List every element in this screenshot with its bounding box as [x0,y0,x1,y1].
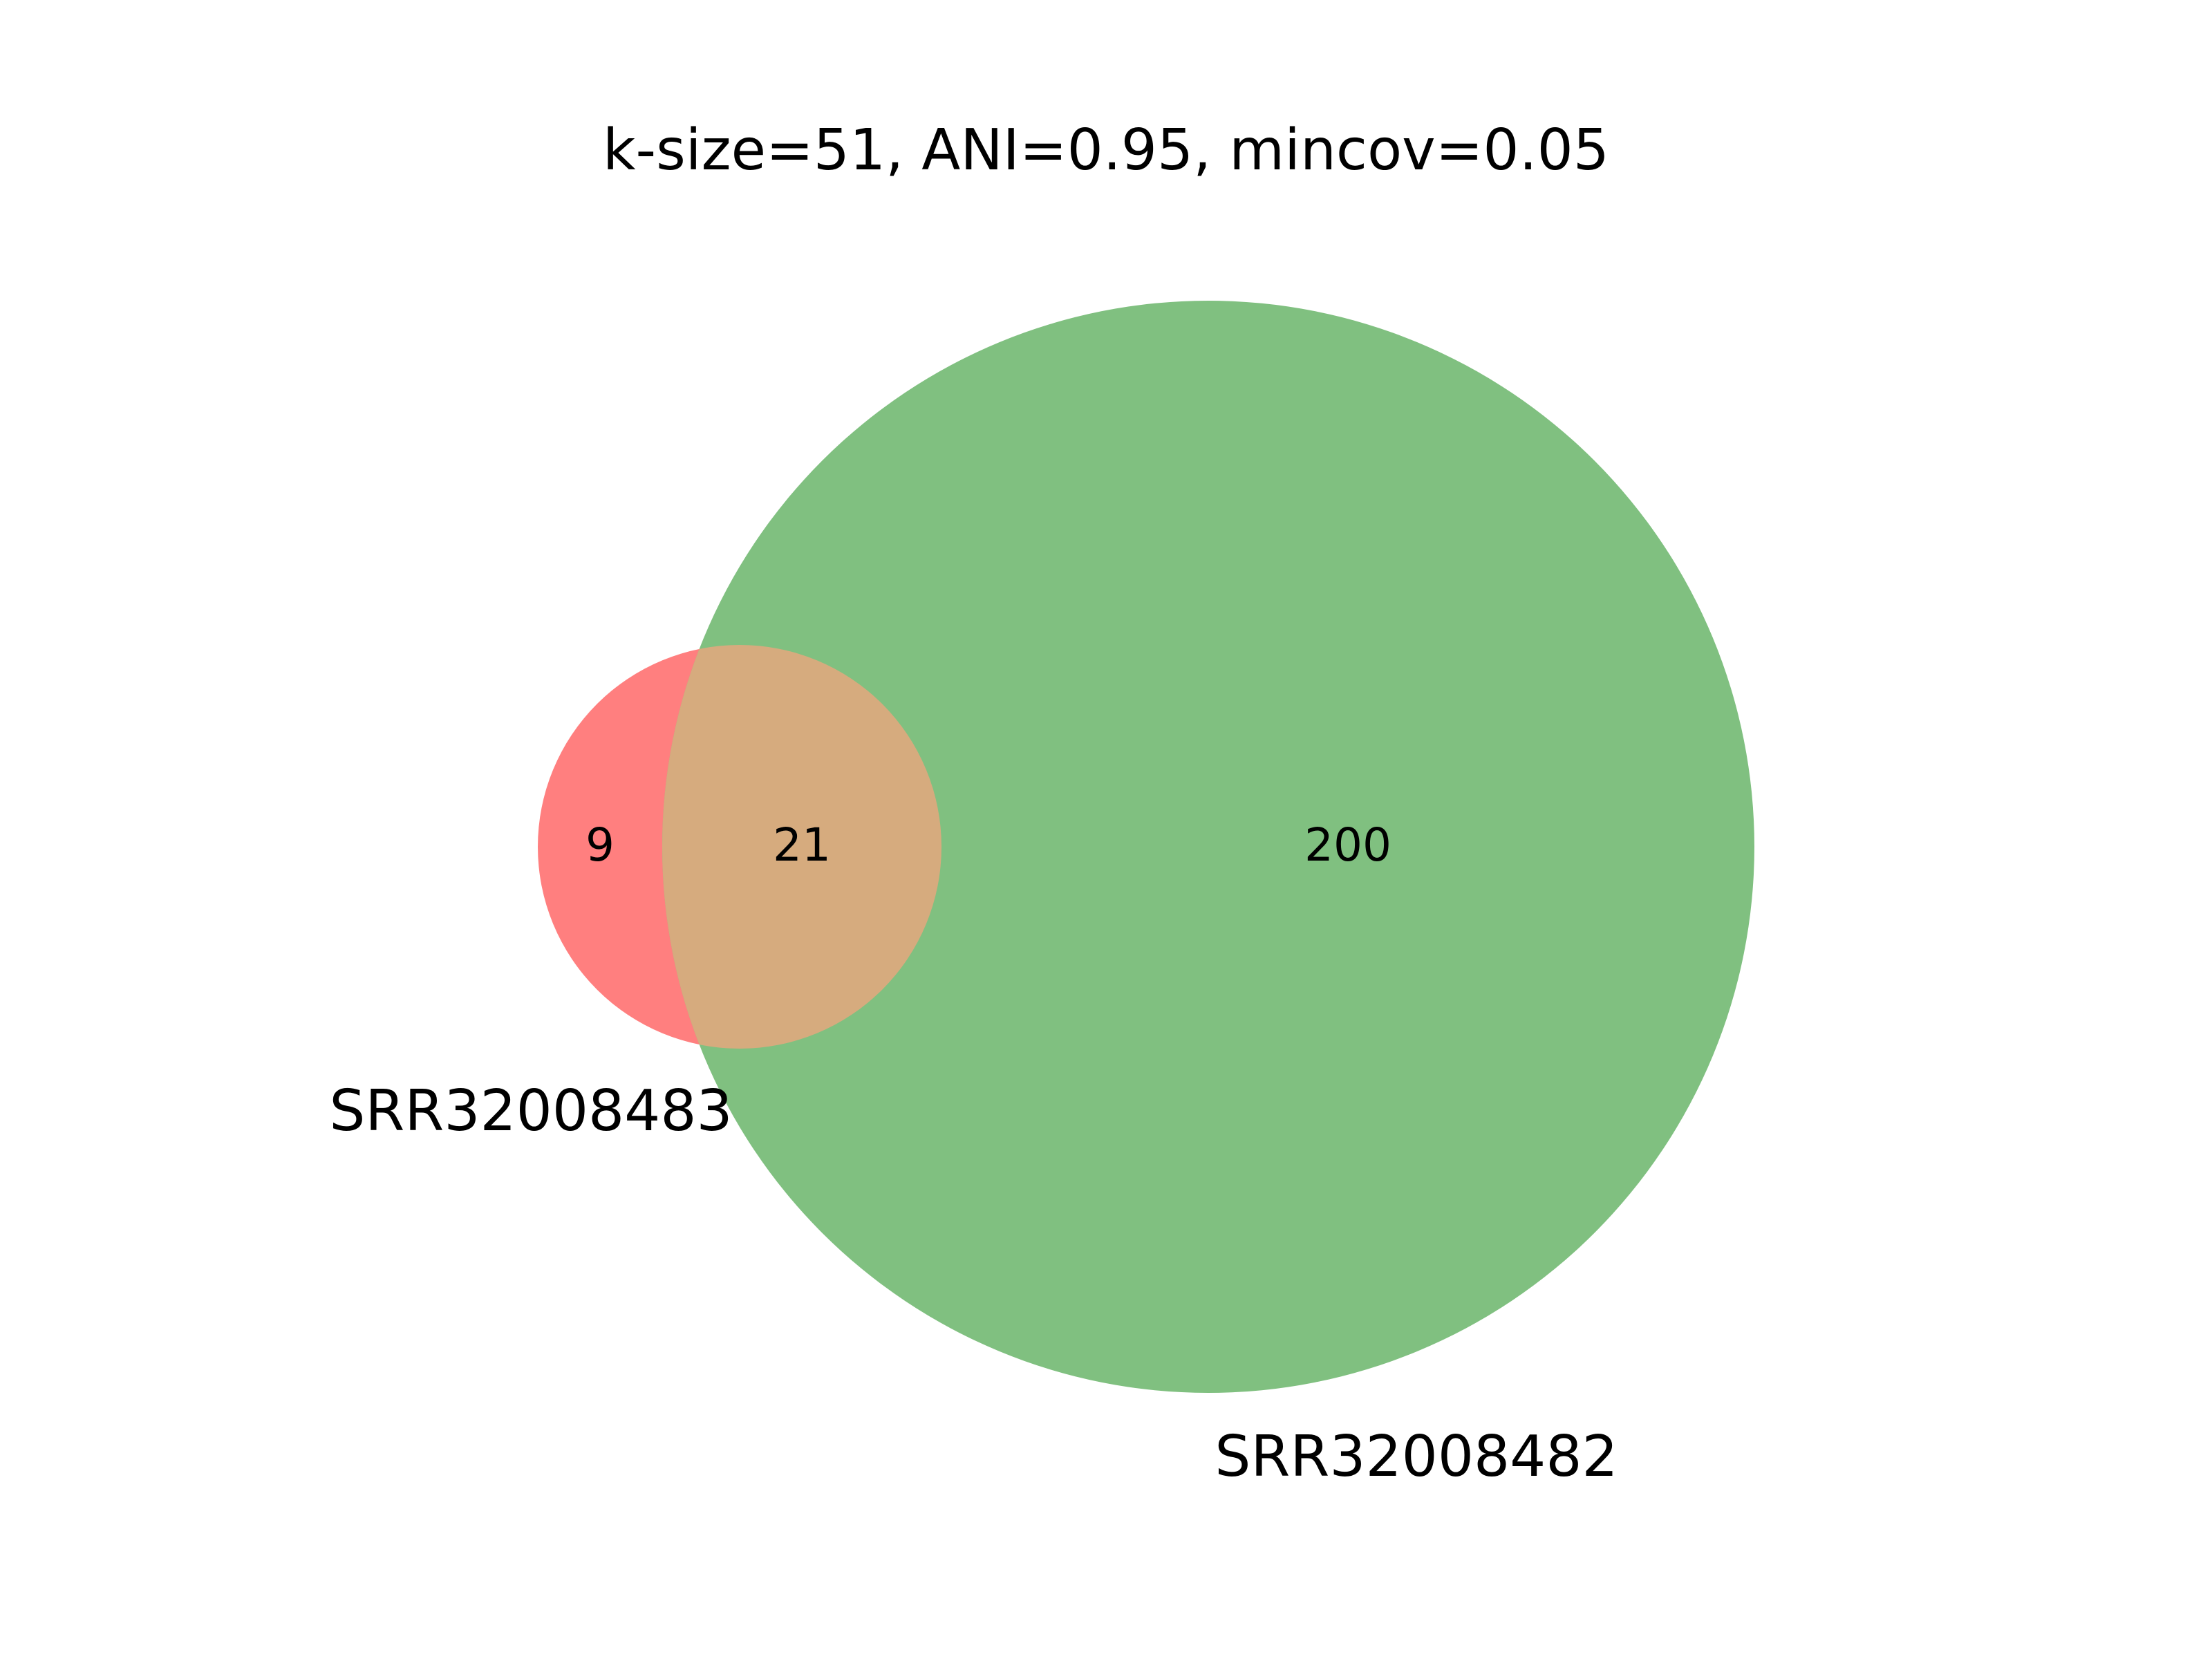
set-label-srr32008483: SRR32008483 [329,1078,732,1144]
count-overlap: 21 [773,818,831,872]
overlap-region [662,645,941,1049]
diagram-title: k-size=51, ANI=0.95, mincov=0.05 [603,118,1609,183]
count-only-srr32008482: 200 [1304,818,1391,872]
set-label-srr32008482: SRR32008482 [1215,1424,1618,1490]
set-circle-srr32008482 [662,301,1754,1393]
count-only-srr32008483: 9 [585,818,615,872]
